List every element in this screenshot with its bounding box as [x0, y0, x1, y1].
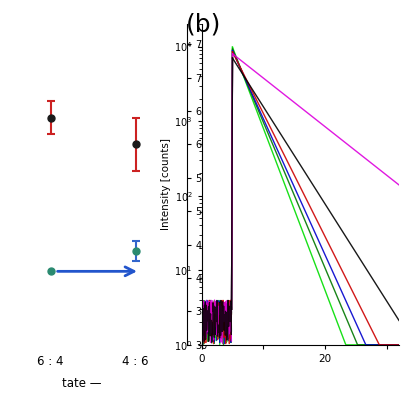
Y-axis label: Intensity [counts]: Intensity [counts] — [161, 138, 171, 231]
Text: (b): (b) — [186, 12, 221, 36]
Text: tate —: tate — — [62, 377, 101, 390]
Y-axis label: PL quantum yield [%]: PL quantum yield [%] — [212, 128, 222, 241]
